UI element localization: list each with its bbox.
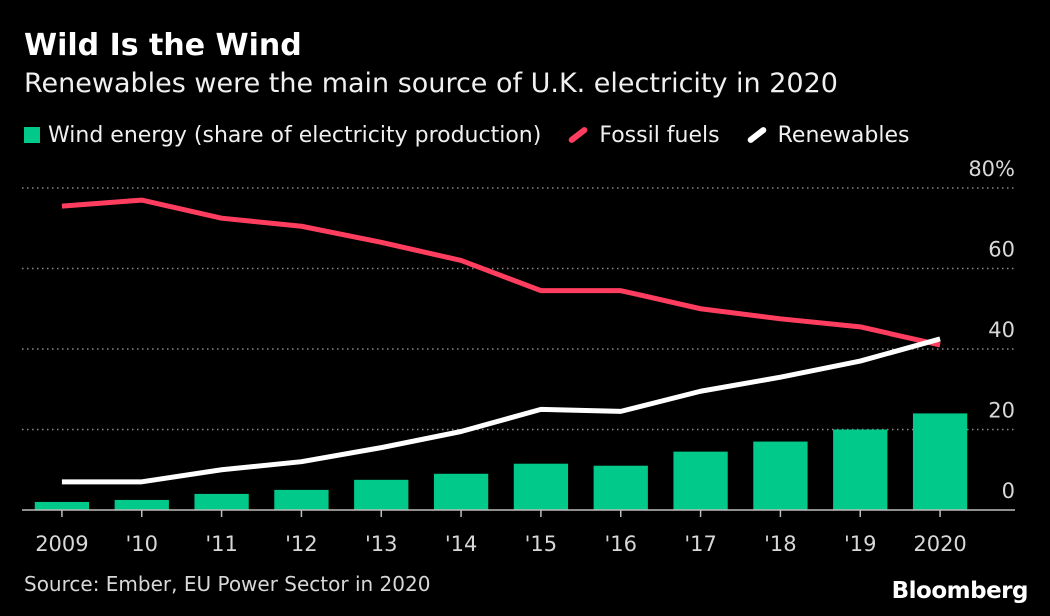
y-tick-label-40: 40 [988, 318, 1015, 342]
fossil-fuels-line [61, 197, 941, 348]
x-tick-label-2: '11 [205, 532, 238, 556]
wind-bar-10 [833, 429, 888, 510]
y-tick-label-20: 20 [988, 399, 1015, 423]
y-tick-label-0: 0 [1002, 479, 1015, 503]
x-tick-label-3: '12 [285, 532, 318, 556]
x-tick-label-4: '13 [365, 532, 398, 556]
x-tick-label-1: '10 [126, 532, 159, 556]
legend-label-wind: Wind energy (share of electricity produc… [48, 122, 542, 148]
x-tick-label-5: '14 [445, 532, 478, 556]
x-tick-label-0: 2009 [35, 532, 88, 556]
wind-bar-8 [673, 451, 728, 510]
y-tick-label-60: 60 [988, 238, 1015, 262]
wind-bar-4 [354, 479, 409, 510]
x-tick-label-7: '16 [605, 532, 638, 556]
legend-item-fossil: Fossil fuels [567, 122, 720, 148]
wind-bar-7 [593, 465, 648, 510]
wind-bar-swatch-icon [24, 127, 40, 143]
wind-bar-3 [274, 489, 329, 510]
bloomberg-logo: Bloomberg [891, 578, 1029, 604]
wind-bar-6 [513, 463, 569, 510]
wind-bar-9 [753, 441, 808, 510]
chart-subtitle: Renewables were the main source of U.K. … [24, 68, 838, 99]
chart-title: Wild Is the Wind [24, 28, 302, 63]
legend-label-fossil: Fossil fuels [599, 122, 720, 148]
legend-label-renewables: Renewables [777, 122, 910, 148]
x-tick-label-11: 2020 [913, 532, 966, 556]
wind-bar-1 [114, 499, 169, 510]
x-tick-label-8: '17 [684, 532, 717, 556]
legend-item-renewables: Renewables [746, 122, 910, 148]
wind-bar-0 [34, 501, 90, 510]
x-tick-label-9: '18 [764, 532, 797, 556]
wind-bar-11 [912, 413, 968, 510]
legend: Wind energy (share of electricity produc… [24, 118, 935, 152]
wind-bar-2 [194, 493, 249, 510]
y-tick-label-80: 80% [968, 157, 1015, 181]
wind-bar-5 [433, 473, 489, 510]
renewables-line [61, 336, 941, 485]
x-tick-label-6: '15 [525, 532, 558, 556]
source-note: Source: Ember, EU Power Sector in 2020 [24, 572, 431, 596]
legend-item-wind: Wind energy (share of electricity produc… [24, 123, 541, 148]
x-tick-label-10: '19 [844, 532, 877, 556]
